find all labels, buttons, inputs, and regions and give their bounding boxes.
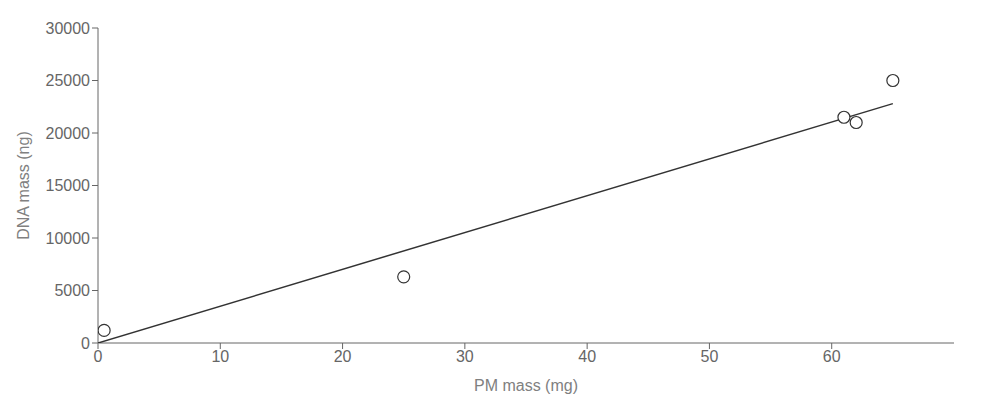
svg-text:30: 30 bbox=[456, 348, 474, 365]
svg-text:60: 60 bbox=[823, 348, 841, 365]
svg-text:20: 20 bbox=[334, 348, 352, 365]
svg-text:5000: 5000 bbox=[54, 282, 90, 299]
svg-text:0: 0 bbox=[94, 348, 103, 365]
svg-text:20000: 20000 bbox=[46, 125, 91, 142]
svg-text:PM mass (mg): PM mass (mg) bbox=[474, 377, 578, 394]
svg-text:DNA mass (ng): DNA mass (ng) bbox=[15, 131, 32, 239]
svg-text:15000: 15000 bbox=[46, 177, 91, 194]
svg-text:30000: 30000 bbox=[46, 20, 91, 37]
svg-text:10: 10 bbox=[211, 348, 229, 365]
svg-text:10000: 10000 bbox=[46, 230, 91, 247]
svg-text:25000: 25000 bbox=[46, 72, 91, 89]
svg-text:50: 50 bbox=[701, 348, 719, 365]
svg-text:0: 0 bbox=[81, 335, 90, 352]
svg-text:40: 40 bbox=[578, 348, 596, 365]
